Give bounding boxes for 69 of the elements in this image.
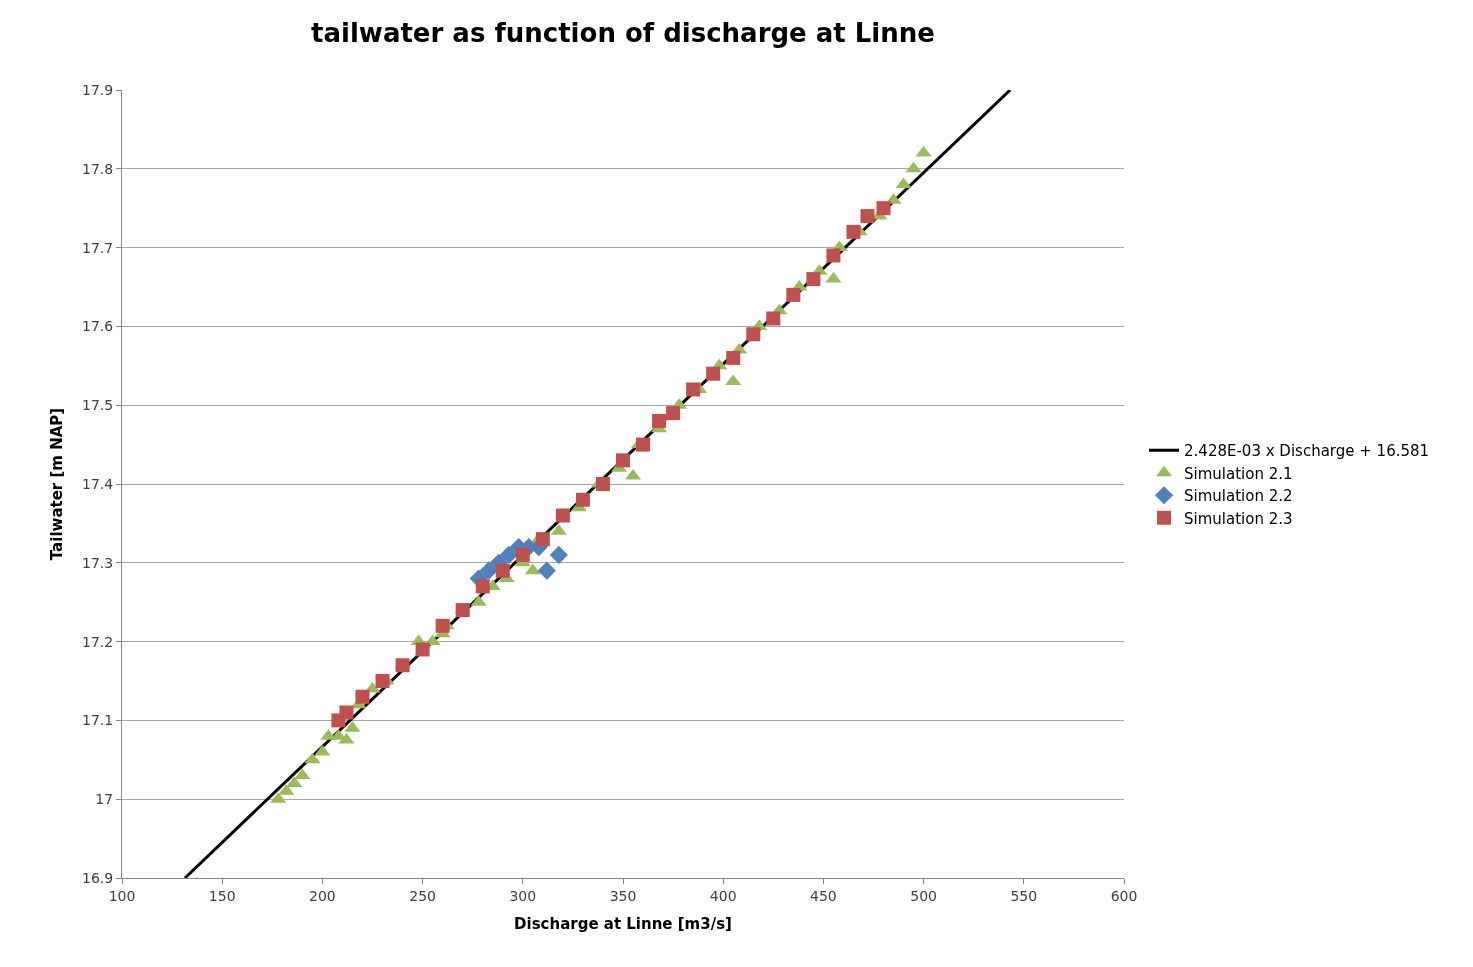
point [575,492,590,507]
point [876,201,891,216]
point [375,674,390,688]
x-tick-label: 350 [609,887,637,904]
y-tick-label: 17.9 [82,81,114,98]
point [549,545,568,565]
y-tick-label: 17.5 [82,397,114,414]
point [616,453,630,468]
x-tick-label: 550 [1010,887,1038,904]
point [846,224,861,239]
point [304,752,321,764]
point [860,209,875,224]
chart-title: tailwater as function of discharge at Linne [311,18,935,49]
point [455,603,470,618]
point [555,508,570,523]
y-tick-label: 17.7 [82,239,114,256]
y-tick-label: 17.8 [82,160,114,177]
y-tick-label: 17.2 [82,633,114,650]
x-tick-label: 400 [709,887,737,904]
point [499,545,518,565]
y-tick-label: 17 [95,791,114,808]
point [524,563,541,575]
point [666,406,681,421]
point [395,658,410,673]
point [786,287,801,302]
point [636,437,651,452]
point [706,366,721,381]
point [806,272,821,287]
legend-label: Simulation 2.1 [1184,464,1293,483]
x-tick-label: 100 [108,887,136,904]
x-tick-label: 150 [208,887,236,904]
point [435,618,450,633]
point [652,413,667,428]
y-tick-label: 16.9 [82,869,114,886]
y-tick-label: 17.4 [82,475,114,492]
legend-label: Simulation 2.3 [1184,509,1293,528]
point [726,350,741,365]
x-tick-label: 200 [309,887,336,904]
x-tick-label: 300 [509,887,537,904]
point [475,579,490,594]
point [537,561,556,580]
x-tick-label: 250 [409,887,436,904]
x-tick-label: 600 [1110,887,1138,904]
legend-label: 2.428E-03 x Discharge + 16.581 [1184,442,1430,461]
point [905,161,922,173]
point [339,705,354,720]
point [415,642,430,657]
point [294,768,311,780]
legend-label: Simulation 2.2 [1184,487,1293,506]
y-axis-title: Tailwater [m NAP] [48,407,67,561]
point [725,374,742,386]
x-tick-label: 500 [910,887,937,904]
point [766,311,781,326]
point [535,532,550,547]
point [495,563,510,578]
y-tick-label: 17.1 [82,712,114,729]
point [826,248,841,263]
x-axis-title: Discharge at Linne [m3/s] [514,914,732,933]
point [314,744,331,756]
point [355,689,370,704]
point [746,327,761,342]
x-tick-label: 450 [810,887,837,904]
point [479,561,498,580]
point [515,547,530,562]
point [686,382,701,397]
y-tick-label: 17.3 [82,554,114,571]
point [595,477,610,491]
point [895,177,912,189]
y-tick-label: 17.6 [82,318,114,335]
